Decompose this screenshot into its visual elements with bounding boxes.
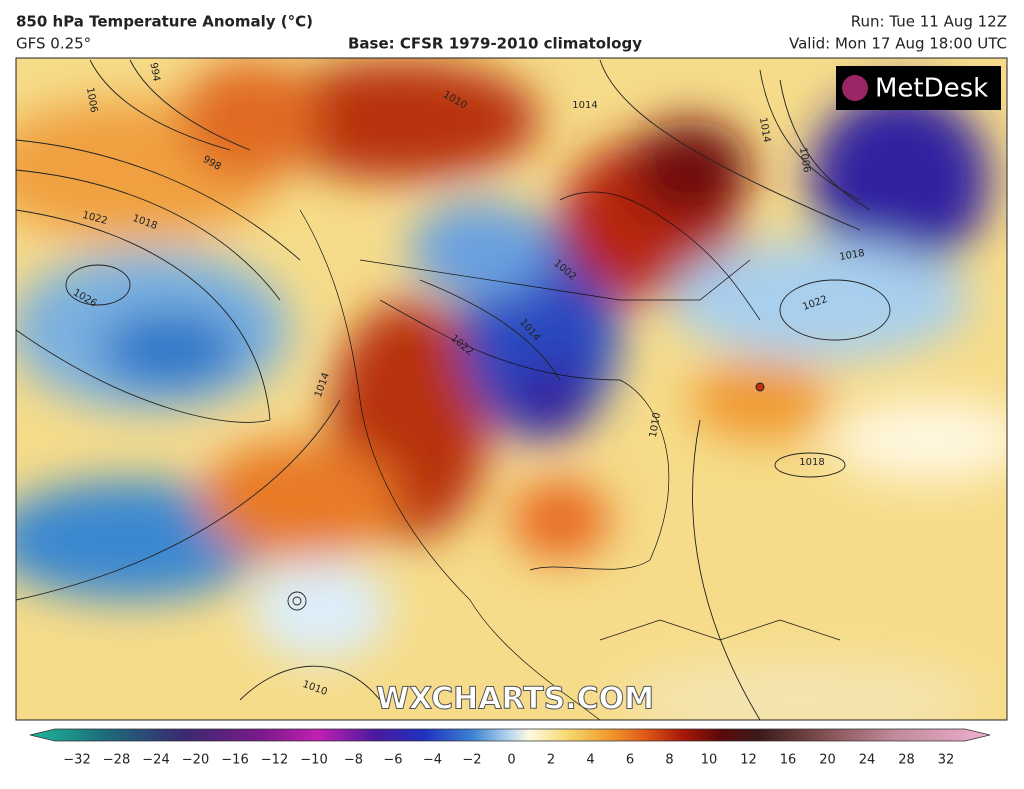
colorbar-tick-label: 6 <box>626 753 634 768</box>
colorbar-tick-label: −20 <box>182 753 209 768</box>
isobar-label: 1018 <box>799 457 824 468</box>
title: 850 hPa Temperature Anomaly (°C) <box>16 13 313 31</box>
colorbar-tick-label: 0 <box>507 753 515 768</box>
colorbar-tick-label: −6 <box>383 753 402 768</box>
colorbar-tick-label: 12 <box>740 753 757 768</box>
isobar-label: 1014 <box>572 100 597 111</box>
colorbar-tick-label: 16 <box>780 753 797 768</box>
isobar-label: 1006 <box>84 87 99 114</box>
isobar-label: 1010 <box>648 412 663 439</box>
isobar-label: 1014 <box>757 117 772 144</box>
colorbar-tick-label: −16 <box>221 753 248 768</box>
colorbar-tick-label: 24 <box>859 753 876 768</box>
colorbar-tick-label: −28 <box>103 753 130 768</box>
base: Base: CFSR 1979-2010 climatology <box>348 35 642 53</box>
colorbar-tick-label: −32 <box>63 753 90 768</box>
colorbar-tick-label: 4 <box>586 753 594 768</box>
colorbar-tick-label: 2 <box>547 753 555 768</box>
colorbar <box>29 728 991 742</box>
valid: Valid: Mon 17 Aug 18:00 UTC <box>789 35 1007 53</box>
model: GFS 0.25° <box>16 35 91 53</box>
colorbar-tick-label: −10 <box>300 753 327 768</box>
logo: MetDesk <box>875 74 988 104</box>
isobar-label: 1018 <box>839 248 866 263</box>
colorbar-tick-label: 32 <box>938 753 955 768</box>
colorbar-tick-label: 10 <box>701 753 718 768</box>
run: Run: Tue 11 Aug 12Z <box>851 13 1007 31</box>
colorbar-tick-label: 20 <box>819 753 836 768</box>
isobar-label: 1006 <box>797 147 812 174</box>
colorbar-tick-label: 8 <box>665 753 673 768</box>
isobar-label: 994 <box>147 62 161 83</box>
colorbar-tick-label: −8 <box>344 753 363 768</box>
colorbar-tick-label: 28 <box>898 753 915 768</box>
watermark: WXCHARTS.COM <box>376 682 654 717</box>
map-frame <box>15 57 1008 721</box>
colorbar-tick-label: −2 <box>462 753 481 768</box>
colorbar-tick-label: −24 <box>142 753 169 768</box>
colorbar-tick-label: −4 <box>423 753 442 768</box>
colorbar-tick-label: −12 <box>261 753 288 768</box>
